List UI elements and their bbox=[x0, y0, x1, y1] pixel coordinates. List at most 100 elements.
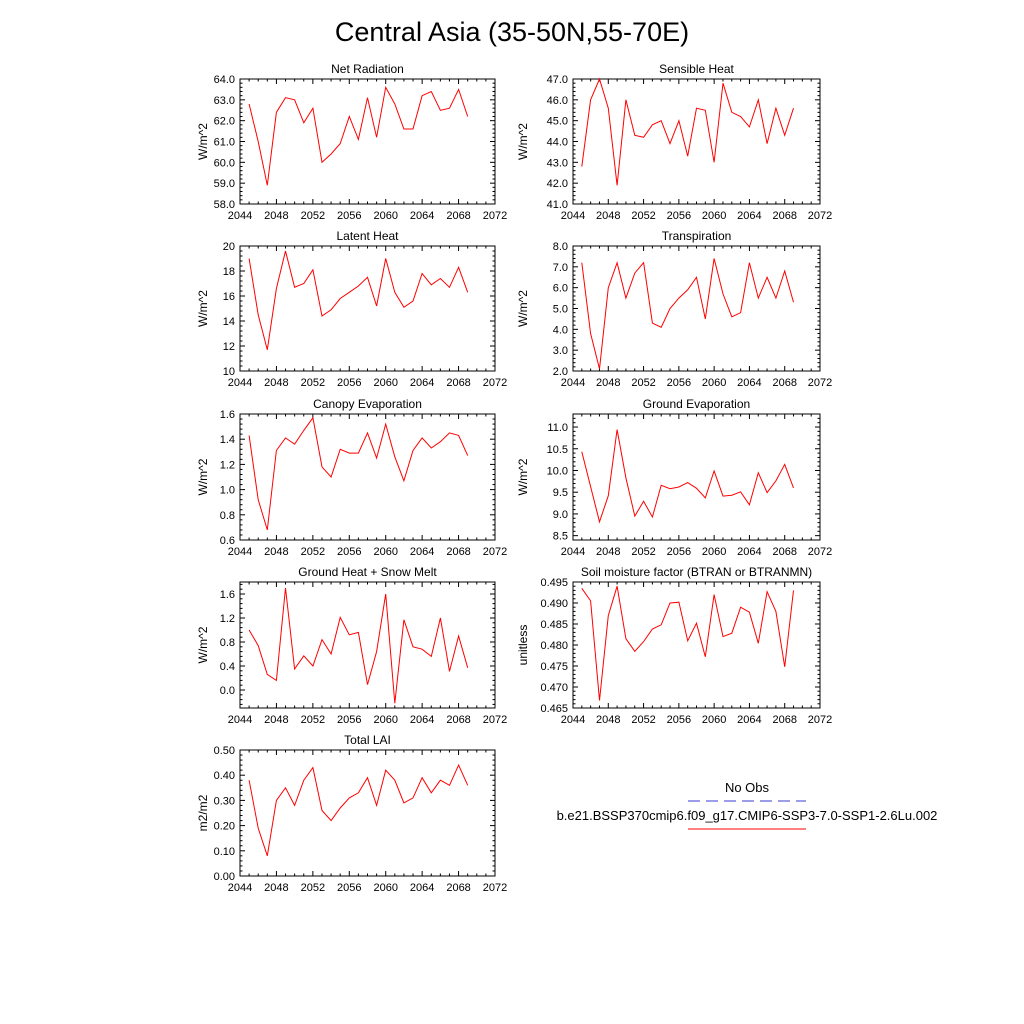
y-tick-label: 8.5 bbox=[553, 531, 568, 543]
panels: Net Radiation 2044 2048 2052 2056 2060 2064 206… bbox=[196, 62, 832, 894]
y-axis-label: W/m^2 bbox=[196, 123, 210, 160]
x-tick-label: 2064 bbox=[410, 882, 434, 894]
y-tick-label: 7.0 bbox=[553, 262, 568, 274]
panel-title: Net Radiation bbox=[331, 62, 404, 76]
x-tick-label: 2072 bbox=[808, 714, 832, 726]
y-tick-label: 0.30 bbox=[214, 795, 235, 807]
y-tick-label: 0.480 bbox=[540, 640, 568, 652]
plot-frame bbox=[572, 78, 821, 205]
y-tick-label: 1.2 bbox=[220, 459, 235, 471]
y-tick-label: 1.4 bbox=[220, 434, 235, 446]
y-tick-label: 0.470 bbox=[540, 682, 568, 694]
x-tick-label: 2056 bbox=[337, 714, 361, 726]
x-tick-label: 2056 bbox=[337, 882, 361, 894]
x-tick-label: 2052 bbox=[631, 210, 655, 222]
y-tick-label: 60.0 bbox=[214, 157, 235, 169]
y-axis-label: W/m^2 bbox=[516, 123, 530, 160]
x-tick-label: 2064 bbox=[737, 714, 761, 726]
x-tick-label: 2048 bbox=[264, 377, 288, 389]
plot-frame bbox=[572, 245, 821, 372]
plot-frame bbox=[239, 245, 496, 372]
y-tick-label: 42.0 bbox=[547, 178, 568, 190]
x-tick-label: 2052 bbox=[301, 377, 325, 389]
panel-title: Soil moisture factor (BTRAN or BTRANMN) bbox=[581, 565, 812, 579]
x-tick-label: 2068 bbox=[772, 377, 796, 389]
y-tick-label: 1.6 bbox=[220, 589, 235, 601]
y-tick-label: 0.0 bbox=[220, 685, 235, 697]
y-tick-label: 0.495 bbox=[540, 577, 568, 589]
x-tick-label: 2064 bbox=[737, 377, 761, 389]
x-tick-label: 2068 bbox=[772, 714, 796, 726]
y-axis-label: m2/m2 bbox=[196, 794, 210, 831]
x-tick-label: 2068 bbox=[446, 377, 470, 389]
y-tick-label: 10 bbox=[223, 366, 235, 378]
panel-1: Sensible Heat 2044 2048 2052 2056 2060 2064 206… bbox=[516, 62, 832, 222]
x-tick-label: 2044 bbox=[228, 882, 252, 894]
y-tick-label: 1.2 bbox=[220, 613, 235, 625]
x-tick-label: 2048 bbox=[596, 377, 620, 389]
y-axis-label: W/m^2 bbox=[516, 290, 530, 327]
x-tick-label: 2072 bbox=[483, 546, 507, 558]
y-tick-label: 61.0 bbox=[214, 137, 235, 149]
x-tick-label: 2072 bbox=[808, 210, 832, 222]
y-tick-label: 0.465 bbox=[540, 703, 568, 715]
series-line bbox=[581, 258, 794, 370]
panel-title: Latent Heat bbox=[336, 229, 399, 243]
y-tick-label: 0.6 bbox=[220, 535, 235, 547]
series-line bbox=[248, 416, 469, 531]
series-line bbox=[581, 77, 794, 186]
x-tick-label: 2064 bbox=[410, 546, 434, 558]
x-tick-label: 2052 bbox=[631, 377, 655, 389]
x-tick-label: 2060 bbox=[702, 714, 726, 726]
x-tick-label: 2056 bbox=[667, 377, 691, 389]
series-line bbox=[248, 250, 469, 350]
x-tick-label: 2060 bbox=[702, 546, 726, 558]
y-tick-label: 45.0 bbox=[547, 116, 568, 128]
plot-frame bbox=[572, 413, 821, 541]
y-tick-label: 0.8 bbox=[220, 637, 235, 649]
legend-label-obs: No Obs bbox=[725, 780, 770, 795]
y-tick-label: 11.0 bbox=[547, 422, 568, 434]
series-line bbox=[248, 85, 469, 186]
x-tick-label: 2044 bbox=[228, 714, 252, 726]
x-tick-label: 2064 bbox=[410, 377, 434, 389]
panel-5: Ground Evaporation 2044 2048 2052 2056 2060 20… bbox=[516, 397, 832, 558]
y-tick-label: 0.8 bbox=[220, 510, 235, 522]
y-tick-label: 46.0 bbox=[547, 95, 568, 107]
y-tick-label: 14 bbox=[223, 316, 235, 328]
y-tick-label: 0.40 bbox=[214, 770, 235, 782]
panel-3: Transpiration 2044 2048 2052 2056 2060 2064 206… bbox=[516, 229, 832, 389]
y-tick-label: 0.10 bbox=[214, 846, 235, 858]
panel-title: Ground Heat + Snow Melt bbox=[298, 565, 437, 579]
y-axis-label: unitless bbox=[516, 625, 530, 666]
series-line bbox=[248, 763, 469, 856]
x-tick-label: 2068 bbox=[446, 210, 470, 222]
y-axis-label: W/m^2 bbox=[196, 626, 210, 663]
x-tick-label: 2044 bbox=[561, 546, 585, 558]
panel-title: Transpiration bbox=[662, 229, 732, 243]
y-tick-label: 5.0 bbox=[553, 304, 568, 316]
y-tick-label: 0.50 bbox=[214, 745, 235, 757]
y-tick-label: 58.0 bbox=[214, 199, 235, 211]
y-tick-label: 4.0 bbox=[553, 324, 568, 336]
x-tick-label: 2048 bbox=[264, 882, 288, 894]
y-tick-label: 0.20 bbox=[214, 821, 235, 833]
y-tick-label: 43.0 bbox=[547, 157, 568, 169]
series-line bbox=[248, 587, 469, 704]
y-tick-label: 47.0 bbox=[547, 74, 568, 86]
x-tick-label: 2056 bbox=[667, 546, 691, 558]
panel-title: Sensible Heat bbox=[659, 62, 734, 76]
y-tick-label: 44.0 bbox=[547, 137, 568, 149]
y-axis-label: W/m^2 bbox=[196, 290, 210, 327]
panel-8: Total LAI 2044 2048 2052 2056 2060 2064 2068 207… bbox=[196, 733, 507, 894]
x-tick-label: 2044 bbox=[228, 210, 252, 222]
x-tick-label: 2044 bbox=[228, 546, 252, 558]
y-tick-label: 41.0 bbox=[547, 199, 568, 211]
y-tick-label: 62.0 bbox=[214, 116, 235, 128]
x-tick-label: 2064 bbox=[410, 714, 434, 726]
y-tick-label: 0.475 bbox=[540, 661, 568, 673]
x-tick-label: 2068 bbox=[446, 882, 470, 894]
plot-frame bbox=[572, 581, 821, 709]
y-tick-label: 63.0 bbox=[214, 95, 235, 107]
x-tick-label: 2072 bbox=[483, 210, 507, 222]
